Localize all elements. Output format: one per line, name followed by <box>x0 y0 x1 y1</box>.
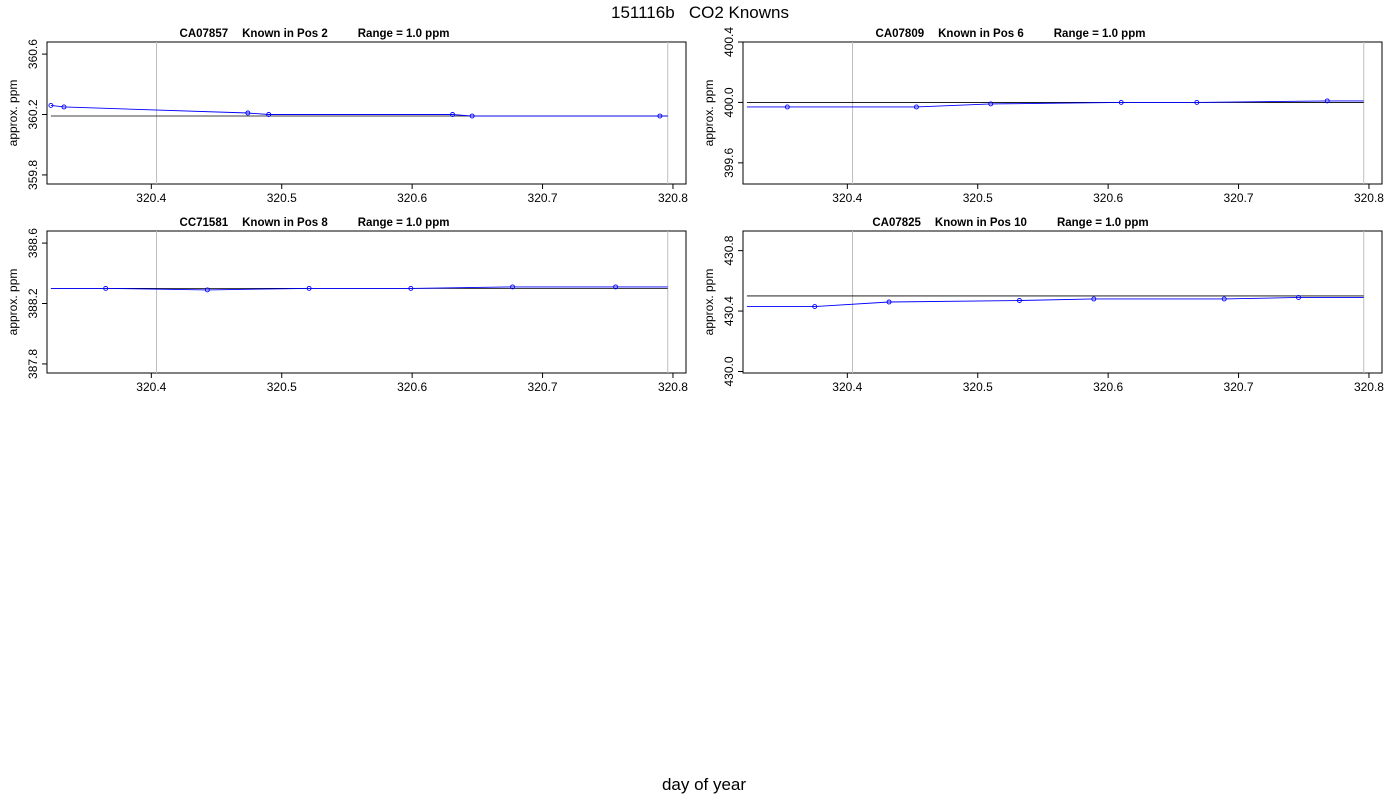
data-point <box>1017 298 1022 303</box>
x-tick-label: 320.6 <box>1093 380 1123 394</box>
plot-frame <box>46 41 687 185</box>
panel-title-part: Known in Pos 6 <box>938 28 1024 40</box>
panel-title-part: Known in Pos 8 <box>242 217 328 229</box>
data-point <box>510 284 516 290</box>
data-point <box>784 104 790 110</box>
data-point <box>1091 296 1097 302</box>
panel-title: CA07825 Known in Pos 10 Range = 1.0 ppm <box>872 217 1148 229</box>
y-tick-label: 360.6 <box>26 39 40 69</box>
plot-frame <box>46 230 687 374</box>
figure-title: 151116b CO2 Knowns <box>611 3 789 22</box>
chart-panel-2: CA07809 Known in Pos 6 Range = 1.0 ppm 320.… <box>702 27 1384 205</box>
y-axis-label: approx. ppm <box>702 269 716 336</box>
y-tick-label: 388.6 <box>26 228 40 258</box>
data-point <box>103 285 109 291</box>
data-point <box>812 304 818 309</box>
data-point <box>48 102 54 108</box>
data-point <box>988 101 994 107</box>
panel-title-part: Range = 1.0 ppm <box>1054 28 1146 40</box>
y-tick-label: 360.2 <box>26 99 40 129</box>
x-tick-label: 320.6 <box>1093 191 1123 205</box>
panel-title-part: CC71581 <box>180 217 229 229</box>
y-tick-label: 388.2 <box>26 288 40 318</box>
chart-panel-1: CA07857 Known in Pos 2 Range = 1.0 ppm 320.… <box>6 28 688 205</box>
x-tick-label: 320.8 <box>658 191 688 205</box>
x-tick-label: 320.7 <box>528 380 558 394</box>
x-tick-label: 320.8 <box>1354 191 1384 205</box>
y-tick-label: 399.6 <box>722 148 736 178</box>
data-point <box>450 112 456 117</box>
panel-title-part: Range = 1.0 ppm <box>358 217 450 229</box>
panel-title: CA07857 Known in Pos 2 Range = 1.0 ppm <box>180 28 450 40</box>
x-tick-label: 320.6 <box>397 380 427 394</box>
x-tick-label: 320.4 <box>136 191 166 205</box>
x-tick-label: 320.4 <box>832 380 862 394</box>
x-tick-label: 320.7 <box>528 191 558 205</box>
data-point <box>306 285 312 291</box>
x-tick-label: 320.8 <box>658 380 688 394</box>
data-point <box>1296 295 1301 300</box>
y-tick-label: 359.8 <box>26 160 40 190</box>
x-tick-label: 320.4 <box>832 191 862 205</box>
series-line <box>50 286 668 291</box>
plot-frame <box>742 230 1383 374</box>
x-tick-label: 320.6 <box>397 191 427 205</box>
data-point <box>204 287 210 293</box>
panel-title-part: Range = 1.0 ppm <box>358 28 450 40</box>
panel-title-part: CA07857 <box>180 28 229 40</box>
x-tick-label: 320.4 <box>136 380 166 394</box>
x-tick-label: 320.5 <box>963 191 993 205</box>
data-point <box>657 113 663 119</box>
panel-title-part: Known in Pos 10 <box>935 217 1027 229</box>
chart-panel-3: CC71581 Known in Pos 8 Range = 1.0 ppm 320.… <box>6 217 688 394</box>
x-axis-label: day of year <box>661 775 747 794</box>
y-tick-label: 400.0 <box>722 87 736 117</box>
y-tick-label: 430.4 <box>722 296 736 326</box>
plot-frame <box>742 41 1383 185</box>
y-tick-label: 400.4 <box>722 27 736 57</box>
panel-title-part: CA07809 <box>876 28 925 40</box>
data-point <box>1221 296 1227 302</box>
panel-title-part: CA07825 <box>872 217 921 229</box>
x-tick-label: 320.5 <box>267 191 297 205</box>
series-line <box>746 100 1364 108</box>
x-tick-label: 320.5 <box>267 380 297 394</box>
data-point <box>61 104 67 110</box>
data-point <box>1118 99 1124 105</box>
data-point <box>266 112 272 117</box>
y-tick-label: 430.8 <box>722 235 736 265</box>
y-axis-label: approx. ppm <box>6 80 20 147</box>
data-point <box>408 285 414 291</box>
data-point <box>245 110 251 116</box>
y-tick-label: 430.0 <box>722 356 736 386</box>
series-line <box>746 297 1364 307</box>
panel-title-part: Known in Pos 2 <box>242 28 328 40</box>
panel-title: CA07809 Known in Pos 6 Range = 1.0 ppm <box>876 28 1146 40</box>
panel-title: CC71581 Known in Pos 8 Range = 1.0 ppm <box>180 217 450 229</box>
series-line <box>50 104 668 117</box>
panel-title-part: Range = 1.0 ppm <box>1057 217 1149 229</box>
x-tick-label: 320.7 <box>1224 191 1254 205</box>
data-point <box>1324 98 1330 104</box>
y-axis-label: approx. ppm <box>6 269 20 336</box>
data-point <box>469 113 475 119</box>
x-tick-label: 320.8 <box>1354 380 1384 394</box>
data-point <box>913 104 919 110</box>
y-tick-label: 387.8 <box>26 349 40 379</box>
data-point <box>613 284 619 290</box>
x-tick-label: 320.7 <box>1224 380 1254 394</box>
data-point <box>1194 99 1200 105</box>
y-axis-label: approx. ppm <box>702 80 716 147</box>
data-point <box>886 299 892 305</box>
x-tick-label: 320.5 <box>963 380 993 394</box>
chart-panel-4: CA07825 Known in Pos 10 Range = 1.0 ppm 320… <box>702 217 1384 394</box>
